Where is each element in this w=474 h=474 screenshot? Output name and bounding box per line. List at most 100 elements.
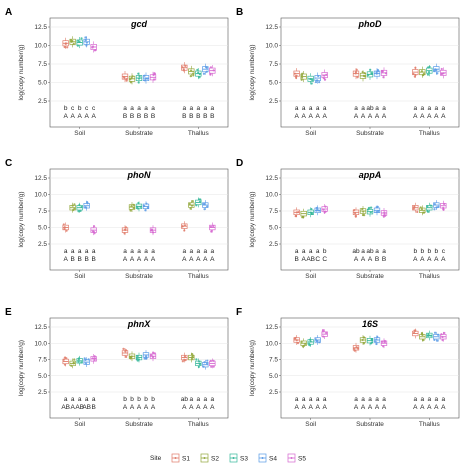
data-point: [354, 70, 358, 74]
sig-letter-upper: A: [189, 404, 194, 411]
sig-letter-lower: a: [123, 248, 127, 255]
sig-letter-upper: C: [322, 256, 327, 263]
y-tick-label: 2.5: [38, 389, 47, 396]
data-point: [354, 212, 357, 215]
box-s1: [293, 335, 300, 345]
data-point: [442, 208, 445, 211]
sig-letter-upper: A: [196, 404, 201, 411]
box-s2: [128, 351, 136, 362]
data-point: [426, 205, 429, 208]
data-point: [181, 225, 184, 228]
data-point: [316, 340, 319, 343]
data-point: [300, 340, 303, 343]
data-point: [78, 204, 81, 207]
box-s4: [202, 200, 209, 211]
data-point: [125, 77, 128, 81]
data-point: [146, 77, 149, 80]
sig-letter-upper: B: [189, 113, 193, 120]
data-point: [197, 365, 200, 368]
data-point: [84, 39, 87, 42]
box-s2: [300, 338, 307, 349]
y-tick-label: 5.0: [269, 373, 278, 380]
x-tick-label: Soil: [74, 130, 85, 137]
data-point: [144, 209, 147, 212]
box-s4: [314, 72, 321, 84]
sig-letter-lower: a: [190, 105, 194, 112]
sig-letter-lower: a: [190, 248, 194, 255]
sig-letter-upper: A: [301, 113, 306, 120]
sig-letter-upper: A: [427, 256, 432, 263]
y-tick-label: 12.5: [265, 24, 278, 31]
data-point: [80, 205, 83, 209]
data-point: [73, 203, 76, 206]
x-tick-label: Substrate: [356, 130, 384, 137]
data-point: [310, 82, 313, 85]
sig-letter-lower: a: [204, 396, 208, 403]
data-point: [383, 339, 387, 343]
sig-letter-upper: B: [77, 256, 81, 263]
x-tick-label: Thallus: [188, 130, 210, 137]
data-point: [362, 336, 365, 339]
data-point: [441, 335, 444, 339]
box-s2: [188, 200, 195, 211]
data-point: [80, 361, 83, 364]
data-point: [183, 355, 187, 358]
sig-letter-lower: a: [197, 105, 201, 112]
sig-letter-lower: ab: [181, 396, 189, 403]
data-point: [84, 358, 87, 362]
box-s1: [121, 225, 129, 236]
box-s1: [352, 68, 360, 80]
data-point: [137, 81, 140, 84]
data-point: [91, 45, 95, 48]
sig-letter-lower: b: [435, 248, 439, 255]
data-point: [151, 355, 155, 359]
data-point: [433, 208, 436, 211]
data-point: [297, 210, 300, 214]
box-s4: [373, 205, 381, 216]
sig-letter-lower: a: [421, 396, 425, 403]
sig-letter-upper: B: [151, 113, 155, 120]
data-point: [153, 352, 156, 355]
sig-letter-upper: A: [137, 404, 142, 411]
data-point: [136, 207, 140, 210]
sig-letter-lower: a: [144, 248, 148, 255]
box-s2: [419, 331, 426, 342]
sig-letter-upper: A: [84, 113, 89, 120]
box-s3: [76, 202, 83, 213]
sig-letter-upper: A: [322, 113, 327, 120]
plot-area: [280, 168, 460, 271]
sig-letter-lower: a: [382, 248, 386, 255]
data-point: [203, 208, 206, 211]
box-s5: [380, 208, 388, 218]
sig-letter-upper: A: [361, 113, 366, 120]
box-s3: [76, 36, 83, 49]
panel-title: phoN: [127, 170, 151, 180]
data-point: [367, 206, 371, 210]
sig-letter-lower: a: [421, 105, 425, 112]
data-point: [124, 350, 127, 353]
data-point: [205, 70, 208, 73]
data-point: [433, 331, 437, 334]
sig-letter-lower: b: [64, 105, 68, 112]
data-point: [146, 206, 150, 209]
box-s1: [181, 221, 188, 232]
sig-letter-upper: A: [368, 256, 373, 263]
data-point: [311, 79, 314, 82]
data-point: [190, 204, 194, 207]
data-point: [419, 206, 422, 209]
box-s5: [209, 65, 216, 77]
data-point: [130, 204, 133, 208]
sig-letter-upper: A: [315, 113, 320, 120]
sig-letter-upper: A: [434, 404, 439, 411]
box-s1: [121, 71, 129, 83]
data-point: [183, 224, 187, 227]
data-point: [85, 44, 88, 47]
box-s2: [300, 208, 307, 219]
box-s1: [181, 352, 188, 363]
y-tick-label: 12.5: [265, 324, 278, 331]
data-point: [143, 204, 146, 208]
data-point: [422, 211, 425, 214]
data-point: [84, 362, 88, 365]
